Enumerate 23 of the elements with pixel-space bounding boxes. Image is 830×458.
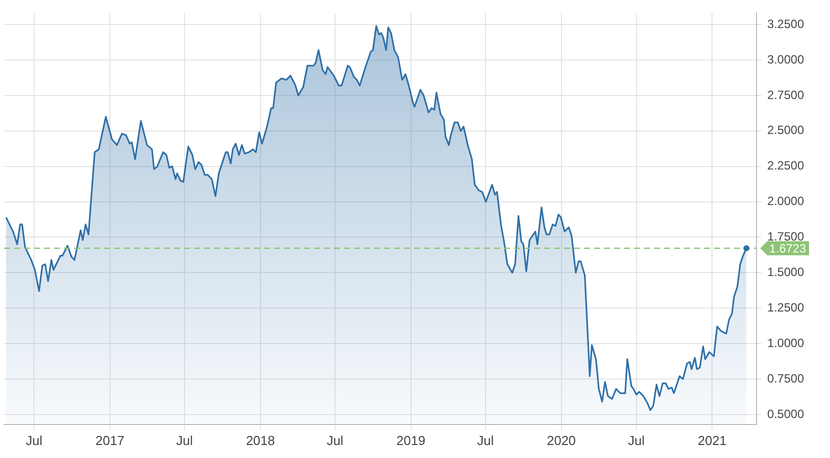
y-tick-label: 3.2500	[767, 16, 804, 31]
y-tick-label: 2.5000	[767, 123, 804, 138]
y-tick-label: 1.7500	[767, 230, 804, 244]
x-tick-label: 2017	[95, 432, 124, 448]
y-tick-label: 0.5000	[767, 406, 804, 421]
y-tick-label: 1.2500	[767, 300, 804, 314]
y-tick-label: 1.5000	[767, 264, 804, 279]
x-tick-label: 2021	[698, 432, 727, 448]
ref-line-label: 1.6723	[769, 242, 806, 256]
x-tick-label: 2018	[246, 432, 275, 448]
x-tick-label: Jul	[176, 432, 193, 448]
x-tick-label: Jul	[26, 432, 43, 448]
y-tick-label: 2.2500	[767, 158, 804, 173]
x-tick-label: Jul	[628, 432, 645, 448]
y-tick-label: 3.0000	[767, 52, 804, 66]
x-tick-label: 2019	[396, 432, 426, 448]
y-tick-label: 1.0000	[767, 336, 804, 350]
x-tick-label: 2020	[546, 432, 576, 448]
y-tick-label: 2.0000	[767, 194, 804, 208]
y-tick-label: 2.7500	[767, 88, 804, 102]
y-tick-label: 0.7500	[767, 371, 804, 386]
x-tick-label: Jul	[326, 432, 344, 448]
x-tick-label: Jul	[477, 432, 494, 448]
